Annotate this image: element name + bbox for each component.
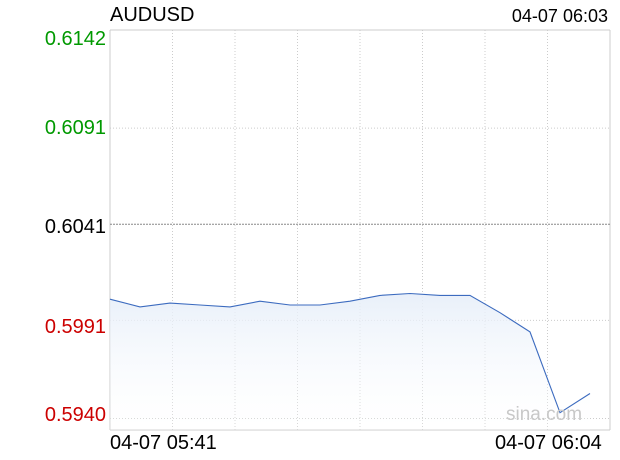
y-tick-label: 0.6041 (44, 216, 106, 238)
data-point (139, 306, 141, 308)
price-area (110, 293, 590, 430)
y-tick-label: 0.6142 (44, 28, 106, 50)
data-point (199, 304, 201, 306)
x-end-label: 04-07 06:04 (495, 432, 602, 454)
data-point (109, 298, 111, 300)
y-tick-label: 0.6091 (44, 117, 106, 139)
data-point (319, 304, 321, 306)
data-point (169, 302, 171, 304)
y-tick-label: 0.5991 (44, 316, 106, 338)
x-start-label: 04-07 05:41 (110, 432, 217, 454)
data-point (409, 292, 411, 294)
data-point (439, 294, 441, 296)
data-point (589, 392, 591, 394)
data-point (349, 300, 351, 302)
data-point (229, 306, 231, 308)
chart-title: AUDUSD (110, 4, 195, 26)
data-point (499, 312, 501, 314)
price-line (109, 292, 591, 414)
watermark-logo: sina.com (506, 404, 582, 425)
data-point (259, 300, 261, 302)
timestamp-label: 04-07 06:03 (511, 6, 608, 26)
data-point (529, 331, 531, 333)
data-point (469, 294, 471, 296)
data-point (379, 294, 381, 296)
y-tick-label: 0.5940 (44, 404, 106, 426)
data-point (289, 304, 291, 306)
